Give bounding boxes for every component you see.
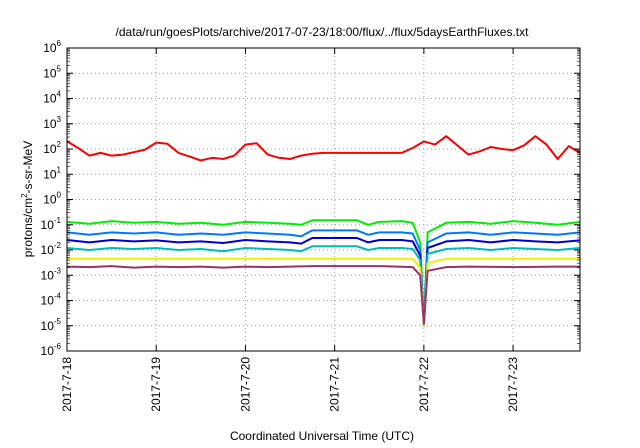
y-tick-label: 103 <box>43 115 61 131</box>
y-tick-base: 10 <box>43 66 57 80</box>
x-tick-label: 2017-7-18 <box>60 357 74 412</box>
y-tick-exponent: 3 <box>57 115 62 124</box>
y-tick-label: 10-4 <box>41 292 62 308</box>
series-line-2 <box>66 229 581 327</box>
y-tick-exponent: 6 <box>57 39 62 48</box>
y-axis-label-suffix: -s-sr-MeV <box>21 141 35 194</box>
y-tick-label: 10-6 <box>41 342 62 358</box>
y-tick-label: 105 <box>43 64 61 80</box>
y-tick-exponent: 0 <box>57 191 62 200</box>
series-line-1 <box>66 219 581 327</box>
y-tick-base: 10 <box>41 294 55 308</box>
x-tick-label: 2017-7-22 <box>417 357 431 412</box>
series-line-3 <box>66 237 581 327</box>
y-tick-label: 101 <box>43 165 61 181</box>
y-tick-base: 10 <box>41 268 55 282</box>
y-axis-label-superscript: 2 <box>20 193 29 198</box>
y-tick-exponent: 5 <box>57 64 62 73</box>
y-tick-exponent: -5 <box>54 317 62 326</box>
chart-title: /data/run/goesPlots/archive/2017-07-23/1… <box>116 25 530 39</box>
series-line-0 <box>66 135 581 162</box>
series-line-5 <box>67 257 580 327</box>
y-tick-base: 10 <box>41 218 55 232</box>
x-tick-label: 2017-7-23 <box>506 357 520 412</box>
series-line-4 <box>66 245 581 327</box>
y-tick-label: 10-2 <box>41 241 62 257</box>
y-tick-label: 10-3 <box>41 266 62 282</box>
grid-lines <box>66 48 580 351</box>
y-tick-base: 10 <box>43 92 57 106</box>
y-tick-base: 10 <box>43 142 57 156</box>
series-line-6 <box>66 265 580 325</box>
y-tick-base: 10 <box>41 319 55 333</box>
data-series <box>66 135 581 327</box>
y-tick-base: 10 <box>43 41 57 55</box>
y-tick-base: 10 <box>43 117 57 131</box>
y-tick-exponent: -1 <box>54 216 62 225</box>
y-axis-label: protons/cm2-s-sr-MeV <box>20 141 35 257</box>
y-tick-label: 106 <box>43 39 61 55</box>
y-tick-exponent: 1 <box>57 165 62 174</box>
y-tick-exponent: -6 <box>54 342 62 351</box>
x-tick-label: 2017-7-19 <box>149 357 163 412</box>
y-tick-label: 10-5 <box>41 317 62 333</box>
y-tick-label: 102 <box>43 140 61 156</box>
y-axis-label-prefix: protons/cm <box>21 198 35 257</box>
x-axis-label: Coordinated Universal Time (UTC) <box>230 429 414 443</box>
y-tick-exponent: -4 <box>54 292 62 301</box>
y-tick-exponent: -2 <box>54 241 62 250</box>
y-tick-base: 10 <box>41 243 55 257</box>
y-tick-exponent: -3 <box>54 266 62 275</box>
y-tick-base: 10 <box>41 344 55 358</box>
y-tick-base: 10 <box>43 193 57 207</box>
y-tick-exponent: 2 <box>57 140 62 149</box>
y-tick-label: 104 <box>43 90 61 106</box>
y-tick-base: 10 <box>43 167 57 181</box>
y-tick-label: 10-1 <box>41 216 62 232</box>
x-tick-label: 2017-7-20 <box>238 357 252 412</box>
y-tick-label: 100 <box>43 191 61 207</box>
axis-ticks: 2017-7-18 2017-7-19 2017-7-20 2017-7-21 2017… <box>41 39 580 412</box>
x-tick-label: 2017-7-21 <box>328 357 342 412</box>
y-tick-exponent: 4 <box>57 90 62 99</box>
